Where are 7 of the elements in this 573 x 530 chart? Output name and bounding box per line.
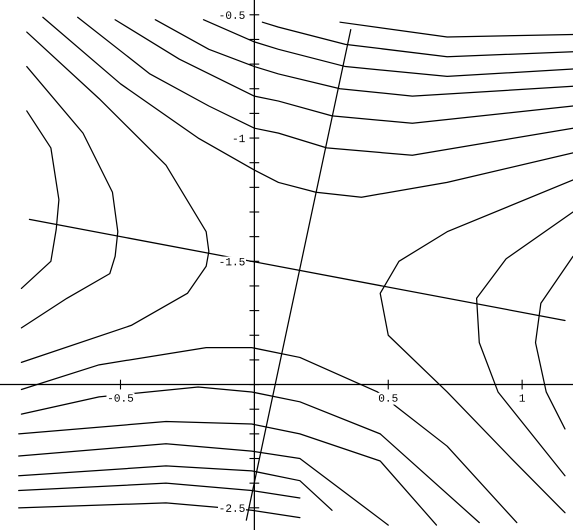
x-tick-label: 1 — [520, 394, 525, 402]
y-tick-label: -0.5 — [220, 11, 245, 19]
y-tick-label: -2.5 — [220, 504, 245, 512]
y-tick-label: -1.5 — [220, 258, 245, 266]
y-tick-label: -1 — [234, 134, 245, 142]
x-tick-label: -0.5 — [108, 394, 134, 402]
x-tick-label: 0.5 — [378, 394, 398, 402]
